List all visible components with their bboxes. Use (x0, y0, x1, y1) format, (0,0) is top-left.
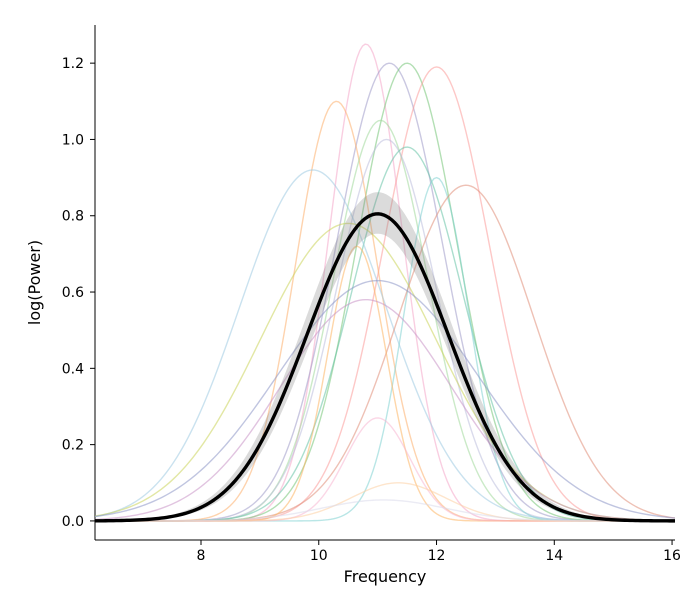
series-line (95, 101, 675, 521)
x-tick-label: 14 (545, 548, 563, 564)
y-tick-label: 0.8 (62, 209, 84, 225)
x-tick-label: 12 (428, 548, 446, 564)
chart-svg: 8 10 12 14 16 0.0 0.2 0.4 0.6 0.8 1.0 1.2 Frequency l… (0, 0, 700, 600)
x-tick-label: 8 (197, 548, 206, 564)
series-line (95, 67, 675, 521)
plot-content (95, 44, 675, 521)
series-line (95, 246, 675, 521)
y-tick-label: 0.6 (62, 285, 84, 301)
series-line (95, 63, 675, 521)
x-axis-label: Frequency (344, 567, 427, 586)
series-line (95, 300, 675, 521)
y-axis-label: log(Power) (25, 240, 44, 325)
series-line (95, 63, 675, 521)
y-tick-label: 0.0 (62, 514, 84, 530)
series-line (95, 223, 675, 520)
series-line (95, 281, 675, 518)
y-tick-label: 1.2 (62, 56, 84, 72)
y-tick-label: 0.2 (62, 438, 84, 454)
x-tick-label: 16 (663, 548, 681, 564)
chart-container: 8 10 12 14 16 0.0 0.2 0.4 0.6 0.8 1.0 1.2 Frequency l… (0, 0, 700, 600)
y-tick-label: 1.0 (62, 132, 84, 148)
y-tick-label: 0.4 (62, 361, 84, 377)
x-tick-label: 10 (310, 548, 328, 564)
series-line (95, 120, 675, 521)
mean-line (95, 214, 675, 521)
